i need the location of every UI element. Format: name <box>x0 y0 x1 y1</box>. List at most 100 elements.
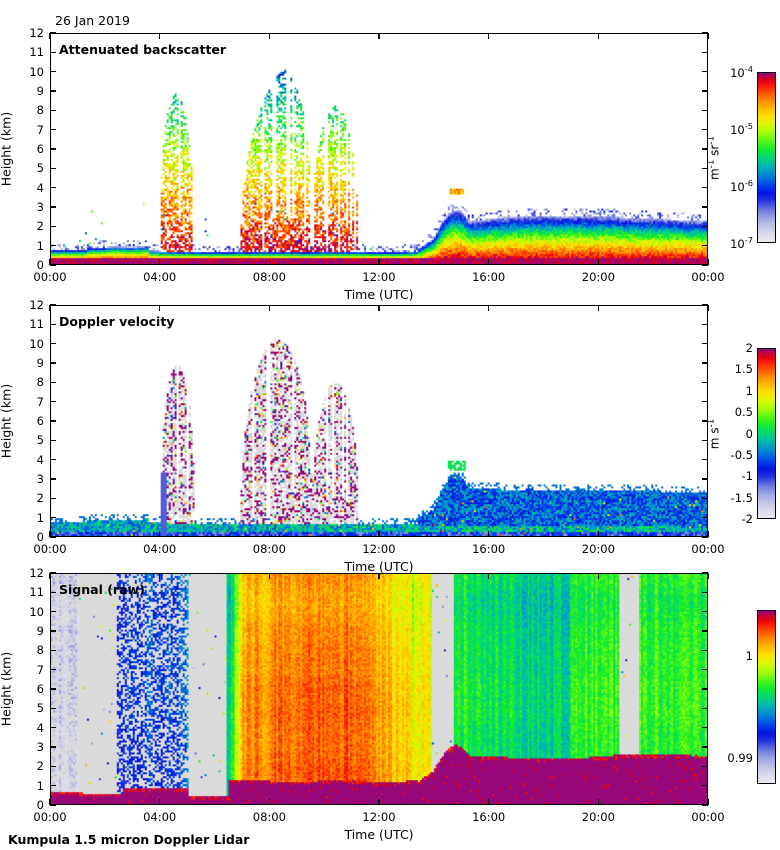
y-tick-mark <box>702 726 708 729</box>
y-tick-mark <box>50 497 56 500</box>
colorbar-tick-doppler-velocity: -1.5 <box>730 490 753 505</box>
x-tick-label: 20:00 <box>581 810 615 824</box>
x-tick-mark <box>707 531 709 537</box>
x-tick-label: 12:00 <box>362 542 396 556</box>
colorbar-attenuated-backscatter <box>757 72 776 243</box>
x-tick-mark <box>49 799 51 805</box>
y-tick-mark <box>702 688 708 690</box>
colorbar-tick-attenuated-backscatter: 10-6 <box>730 178 753 194</box>
y-tick-label: 1 <box>36 778 44 793</box>
y-tick-mark <box>50 400 56 403</box>
y-tick-label: 11 <box>29 585 44 600</box>
y-tick-label: 9 <box>36 356 44 370</box>
y-tick-mark <box>702 264 708 266</box>
y-tick-mark <box>702 497 708 500</box>
y-tick-label: 3 <box>36 740 44 754</box>
y-tick-label: 4 <box>36 720 44 735</box>
y-tick-label: 3 <box>36 200 44 214</box>
x-tick-mark <box>597 259 600 265</box>
colorbar-tick-attenuated-backscatter: 10-7 <box>730 235 753 251</box>
y-tick-mark <box>50 478 56 480</box>
y-tick-mark <box>50 70 56 73</box>
x-tick-mark <box>707 573 709 579</box>
y-tick-mark <box>702 649 708 652</box>
colorbar-tick-attenuated-backscatter: 10-5 <box>730 121 753 137</box>
y-tick-mark <box>702 323 708 326</box>
y-tick-label: 11 <box>29 317 44 332</box>
y-tick-mark <box>702 765 708 768</box>
colorbar-tick-doppler-velocity: 1.5 <box>734 362 753 377</box>
y-tick-label: 1 <box>36 238 44 253</box>
colorbar-tick-doppler-velocity: -2 <box>741 512 753 526</box>
y-tick-mark <box>50 572 56 574</box>
y-tick-label: 12 <box>29 298 44 312</box>
y-tick-mark <box>50 304 56 306</box>
x-tick-label: 20:00 <box>581 542 615 556</box>
y-tick-label: 7 <box>36 122 44 137</box>
x-tick-mark <box>597 799 600 805</box>
x-tick-mark <box>707 33 709 39</box>
x-tick-mark <box>487 305 490 311</box>
x-tick-mark <box>707 259 709 265</box>
x-tick-mark <box>487 259 490 265</box>
y-tick-mark <box>702 668 708 671</box>
y-tick-mark <box>50 458 56 461</box>
x-tick-mark <box>49 33 51 39</box>
y-tick-mark <box>50 167 56 170</box>
colorbar-tick-doppler-velocity: 0.5 <box>734 405 753 420</box>
x-tick-label: 20:00 <box>581 270 615 284</box>
y-tick-mark <box>50 264 56 266</box>
x-tick-mark <box>487 573 490 579</box>
y-axis-title: Height (km) <box>0 111 14 187</box>
y-tick-mark <box>50 536 56 538</box>
y-tick-mark <box>702 128 708 131</box>
x-tick-mark <box>49 531 51 537</box>
y-tick-mark <box>50 516 56 519</box>
y-tick-mark <box>50 244 56 247</box>
y-tick-label: 12 <box>29 26 44 40</box>
panel-signal-raw <box>50 573 708 805</box>
y-tick-mark <box>50 649 56 652</box>
y-tick-mark <box>702 70 708 73</box>
x-tick-label: 16:00 <box>472 810 506 824</box>
x-tick-label: 04:00 <box>143 542 177 556</box>
y-tick-label: 10 <box>29 64 44 79</box>
heatmap-canvas-doppler-velocity <box>51 306 707 536</box>
x-tick-label: 00:00 <box>691 270 725 284</box>
y-tick-mark <box>702 167 708 170</box>
x-tick-mark <box>597 531 600 537</box>
x-tick-label: 00:00 <box>33 542 67 556</box>
y-tick-label: 9 <box>36 84 44 98</box>
x-tick-mark <box>268 305 271 311</box>
y-tick-mark <box>50 90 56 92</box>
x-tick-mark <box>49 573 51 579</box>
x-tick-label: 00:00 <box>33 810 67 824</box>
colorbar-unit-doppler-velocity: m s-1 <box>706 418 722 449</box>
y-tick-mark <box>702 225 708 228</box>
y-tick-label: 4 <box>36 180 44 195</box>
footer-caption: Kumpula 1.5 micron Doppler Lidar <box>8 832 250 847</box>
y-tick-label: 4 <box>36 452 44 467</box>
y-tick-mark <box>50 630 56 632</box>
y-tick-label: 12 <box>29 566 44 580</box>
y-tick-mark <box>702 610 708 613</box>
x-tick-mark <box>597 573 600 579</box>
x-tick-mark <box>268 259 271 265</box>
y-tick-label: 7 <box>36 662 44 677</box>
y-tick-mark <box>50 610 56 613</box>
y-tick-label: 0 <box>36 258 44 272</box>
x-tick-label: 16:00 <box>472 542 506 556</box>
x-tick-label: 08:00 <box>252 270 286 284</box>
x-tick-mark <box>378 33 380 39</box>
y-tick-mark <box>50 362 56 364</box>
x-tick-label: 00:00 <box>691 542 725 556</box>
x-tick-mark <box>268 573 271 579</box>
y-tick-mark <box>702 244 708 247</box>
y-tick-mark <box>702 572 708 574</box>
y-tick-mark <box>50 591 56 594</box>
y-tick-mark <box>50 381 56 384</box>
y-tick-label: 9 <box>36 624 44 638</box>
x-tick-mark <box>707 305 709 311</box>
date-label: 26 Jan 2019 <box>55 13 130 28</box>
y-tick-label: 10 <box>29 336 44 351</box>
